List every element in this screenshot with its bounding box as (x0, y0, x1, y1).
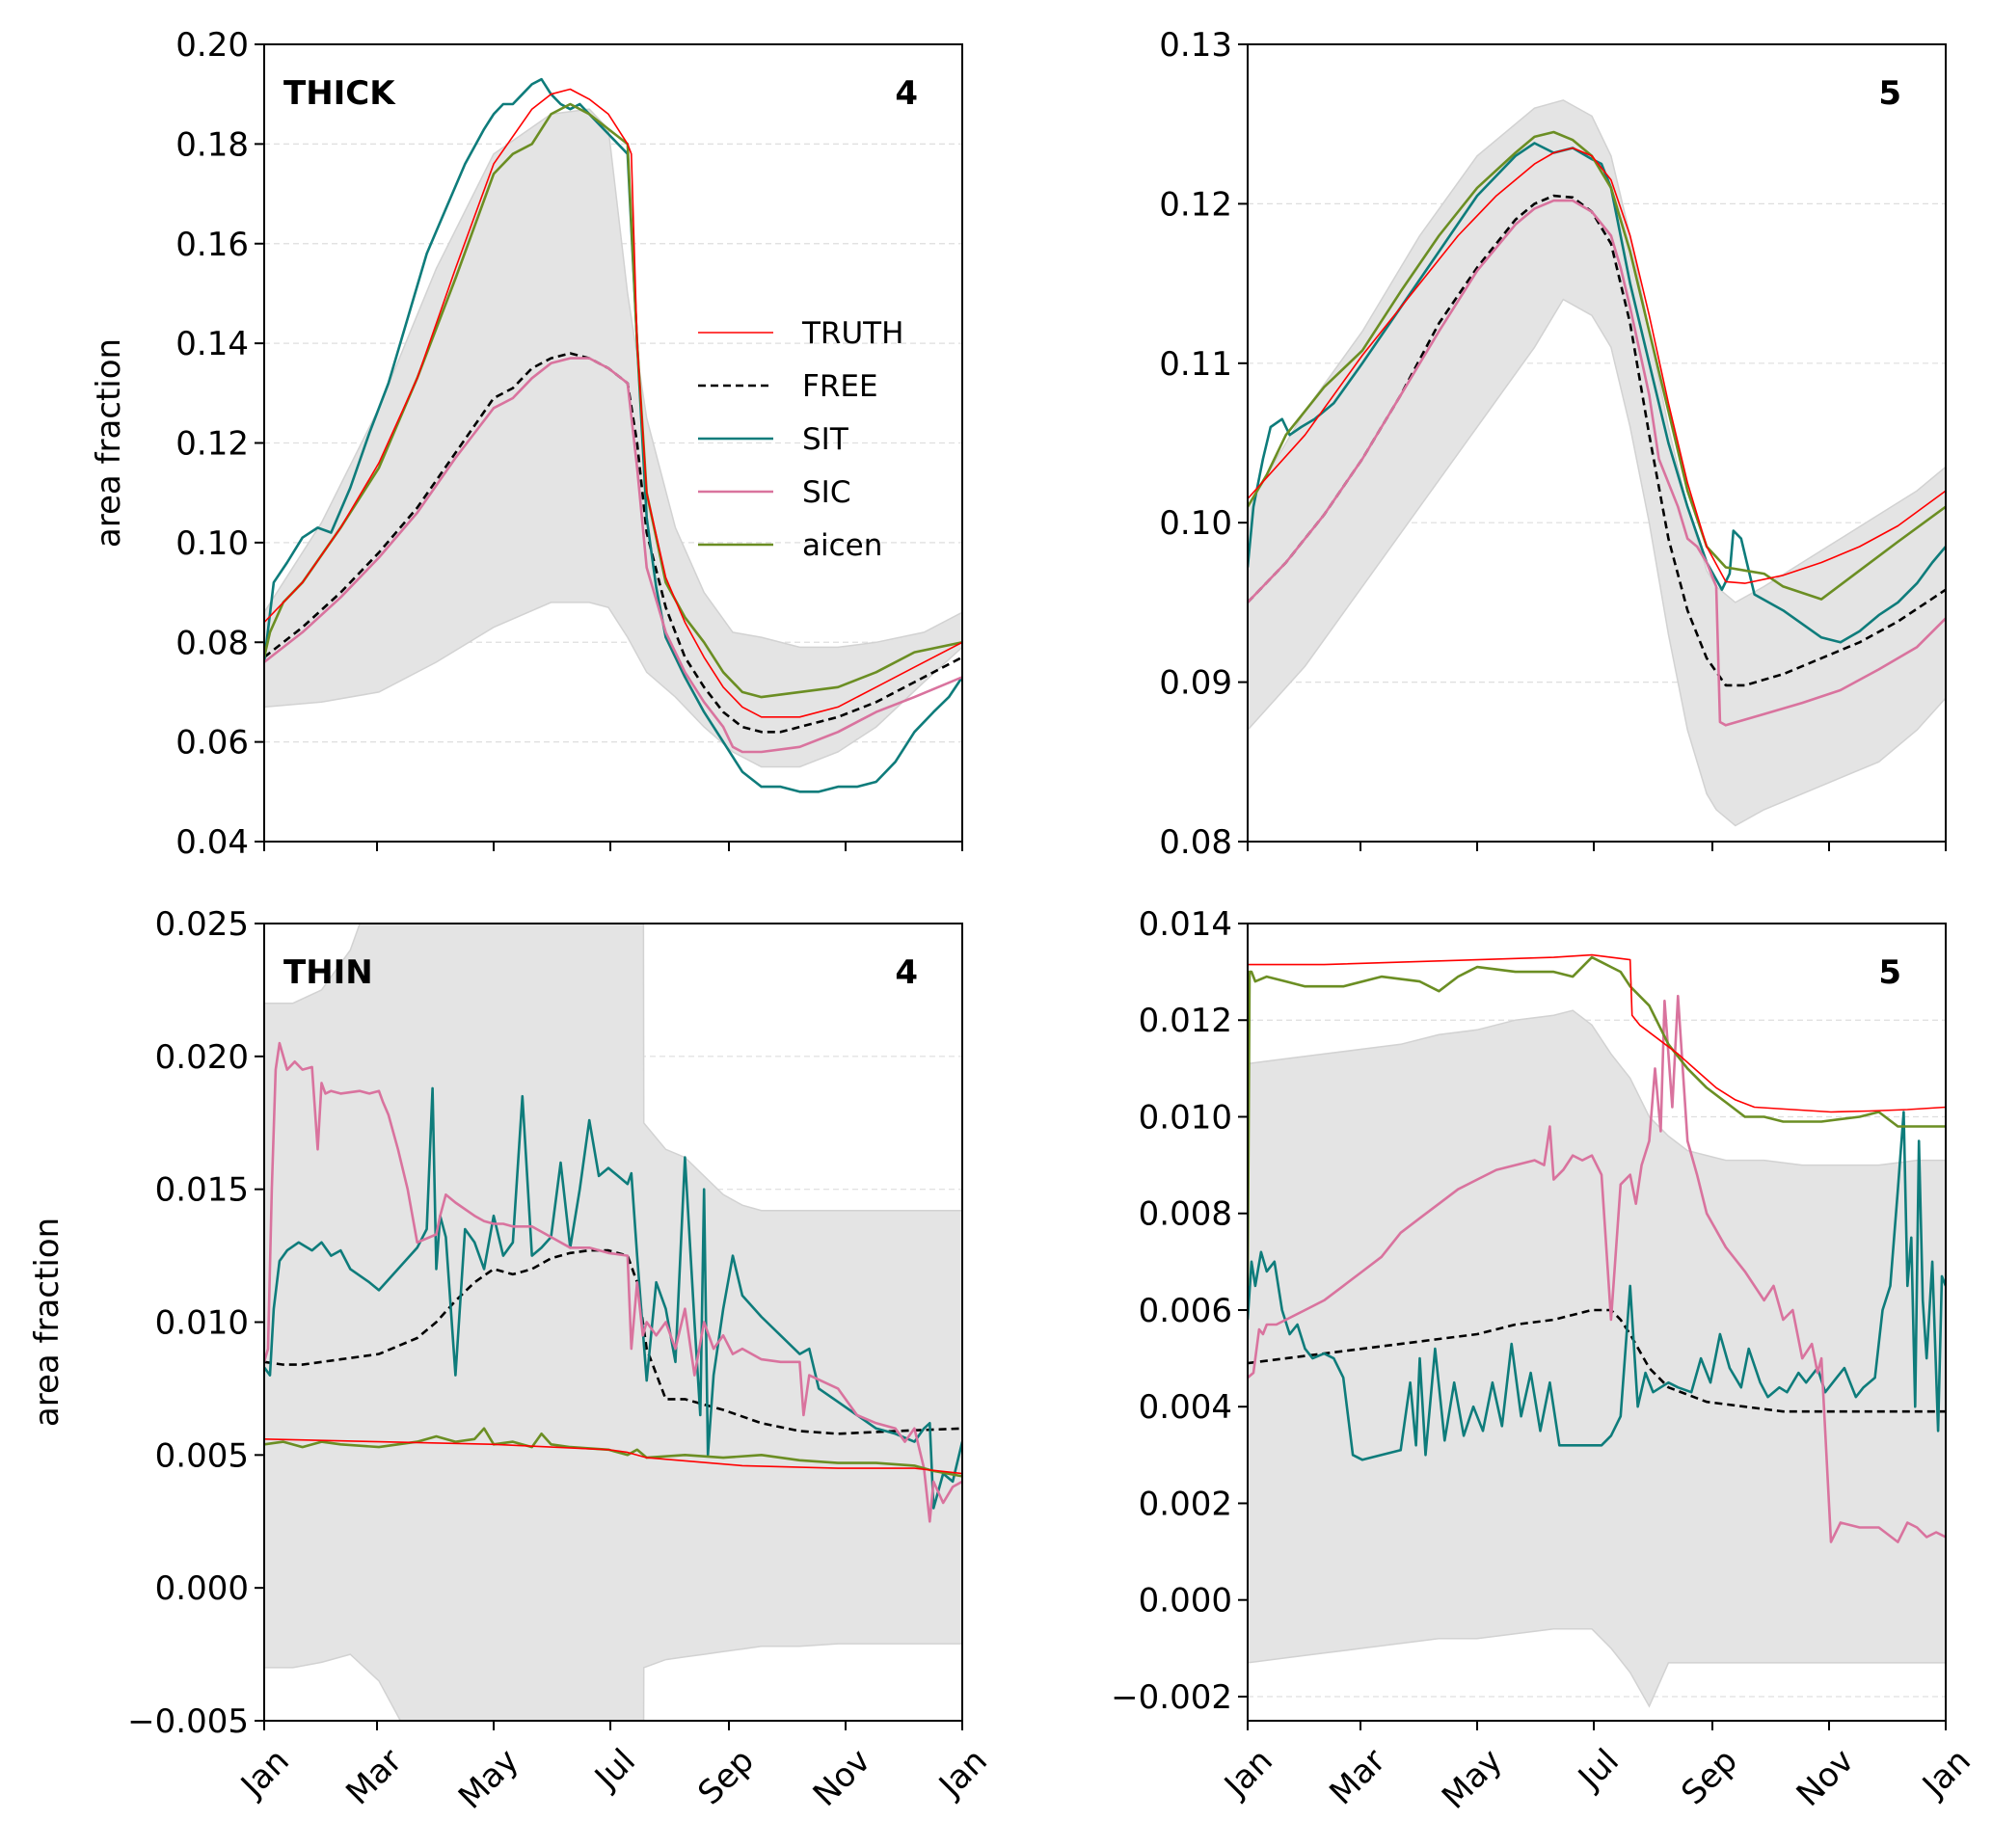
series-line-sic (1248, 994, 1946, 1543)
y-tick-label: 0.000 (1139, 1582, 1232, 1620)
series-line-sic (264, 1041, 962, 1523)
legend-item-sit: SIT (698, 422, 849, 457)
y-tick-label: 0.10 (175, 524, 249, 563)
axes-frame (1247, 923, 1947, 1722)
legend: TRUTH FREE SIT SIC aicen (698, 316, 903, 563)
legend-item-aicen: aicen (698, 528, 882, 563)
series-line-free (1248, 194, 1946, 687)
y-tick-label: 0.09 (1159, 664, 1232, 703)
panel-title-right: 4 (895, 74, 918, 113)
panel-title-left: THICK (283, 74, 396, 113)
legend-label: SIT (802, 422, 849, 457)
legend-label: aicen (802, 528, 882, 563)
ensemble-spread-band (264, 108, 962, 768)
panel-thick-4: 0.04 0.06 0.08 0.10 0.12 0.14 0.16 0.18 0.20 area… (90, 26, 963, 862)
panel-title-right: 4 (895, 953, 918, 992)
y-tick-label: 0.012 (1139, 1002, 1232, 1040)
y-tick-label: 0.10 (1159, 504, 1232, 543)
y-tick-label: 0.015 (155, 1171, 249, 1210)
plot-area (264, 924, 962, 1721)
series-line-aicen (1248, 955, 1946, 1286)
series-line-sic (264, 357, 962, 754)
series-line-free (264, 1248, 962, 1435)
panel-thick-5: 0.08 0.09 0.10 0.11 0.12 0.13 5 (1159, 26, 1947, 862)
y-tick-label: 0.000 (155, 1569, 249, 1608)
legend-item-truth: TRUTH (698, 316, 903, 351)
legend-label: TRUTH (801, 316, 903, 351)
legend-label: FREE (802, 369, 878, 404)
series-line-aicen (264, 1427, 962, 1478)
y-axis-label: area fraction (28, 1218, 67, 1427)
series-line-truth (264, 1438, 962, 1475)
y-axis: −0.005 0.000 0.005 0.010 0.015 0.020 0.025 (127, 905, 264, 1741)
panel-title-right: 5 (1878, 74, 1901, 113)
series-line-truth (264, 88, 962, 718)
y-tick-label: 0.20 (175, 26, 249, 65)
y-tick-label: 0.12 (175, 425, 249, 464)
y-tick-label: 0.010 (1139, 1098, 1232, 1137)
series-line-sit (264, 1086, 962, 1510)
y-tick-label: 0.04 (175, 823, 249, 862)
y-tick-label: 0.014 (1139, 905, 1232, 944)
series-line-sic (1248, 199, 1946, 727)
y-tick-label: 0.025 (155, 905, 249, 944)
plot-area (1248, 99, 1946, 827)
panel-thin-5: −0.002 0.000 0.002 0.004 0.006 0.008 0.010 0.01… (1111, 905, 1979, 1817)
panels: 0.04 0.06 0.08 0.10 0.12 0.14 0.16 0.18 0.20 area… (28, 26, 1979, 1817)
y-tick-label: −0.002 (1111, 1678, 1232, 1717)
x-axis (1247, 842, 1947, 851)
series-line-free (1248, 1308, 1946, 1413)
y-tick-label: 0.008 (1139, 1195, 1232, 1234)
y-tick-label: 0.020 (155, 1038, 249, 1077)
legend-item-free: FREE (698, 369, 878, 404)
y-tick-label: 0.004 (1139, 1388, 1232, 1427)
y-tick-label: 0.08 (1159, 823, 1232, 862)
y-tick-label: 0.13 (1159, 26, 1232, 65)
y-axis: 0.04 0.06 0.08 0.10 0.12 0.14 0.16 0.18 0.20 (175, 26, 264, 862)
ensemble-spread-band (264, 924, 962, 1721)
series-line-aicen (1248, 130, 1946, 601)
y-tick-label: 0.16 (175, 226, 249, 264)
y-tick-label: 0.002 (1139, 1485, 1232, 1523)
legend-item-sic: SIC (698, 475, 850, 510)
y-tick-label: 0.006 (1139, 1292, 1232, 1330)
y-tick-label: 0.11 (1159, 345, 1232, 384)
y-tick-label: −0.005 (127, 1702, 249, 1741)
legend-label: SIC (802, 475, 850, 510)
y-tick-label: 0.06 (175, 724, 249, 763)
y-tick-label: 0.14 (175, 325, 249, 363)
series-line-truth (1248, 953, 1946, 1113)
plot-area (1248, 953, 1946, 1708)
y-tick-label: 0.12 (1159, 185, 1232, 224)
y-tick-label: 0.005 (155, 1436, 249, 1475)
x-axis (263, 842, 963, 851)
panel-title-right: 5 (1878, 953, 1901, 992)
series-line-truth (1248, 147, 1946, 584)
plot-area (264, 77, 962, 793)
series-line-sit (1248, 142, 1946, 644)
y-tick-label: 0.010 (155, 1304, 249, 1343)
series-line-aicen (264, 102, 962, 699)
y-axis-label: area fraction (90, 338, 128, 548)
axes-frame (1247, 43, 1947, 843)
y-tick-label: 0.08 (175, 624, 249, 662)
panel-title-left: THIN (283, 953, 373, 992)
y-axis: 0.08 0.09 0.10 0.11 0.12 0.13 (1159, 26, 1248, 862)
series-line-sit (1248, 1111, 1946, 1461)
y-axis: −0.002 0.000 0.002 0.004 0.006 0.008 0.010 0.01… (1111, 905, 1248, 1717)
y-tick-label: 0.18 (175, 125, 249, 164)
ensemble-spread-band (1248, 1009, 1946, 1708)
